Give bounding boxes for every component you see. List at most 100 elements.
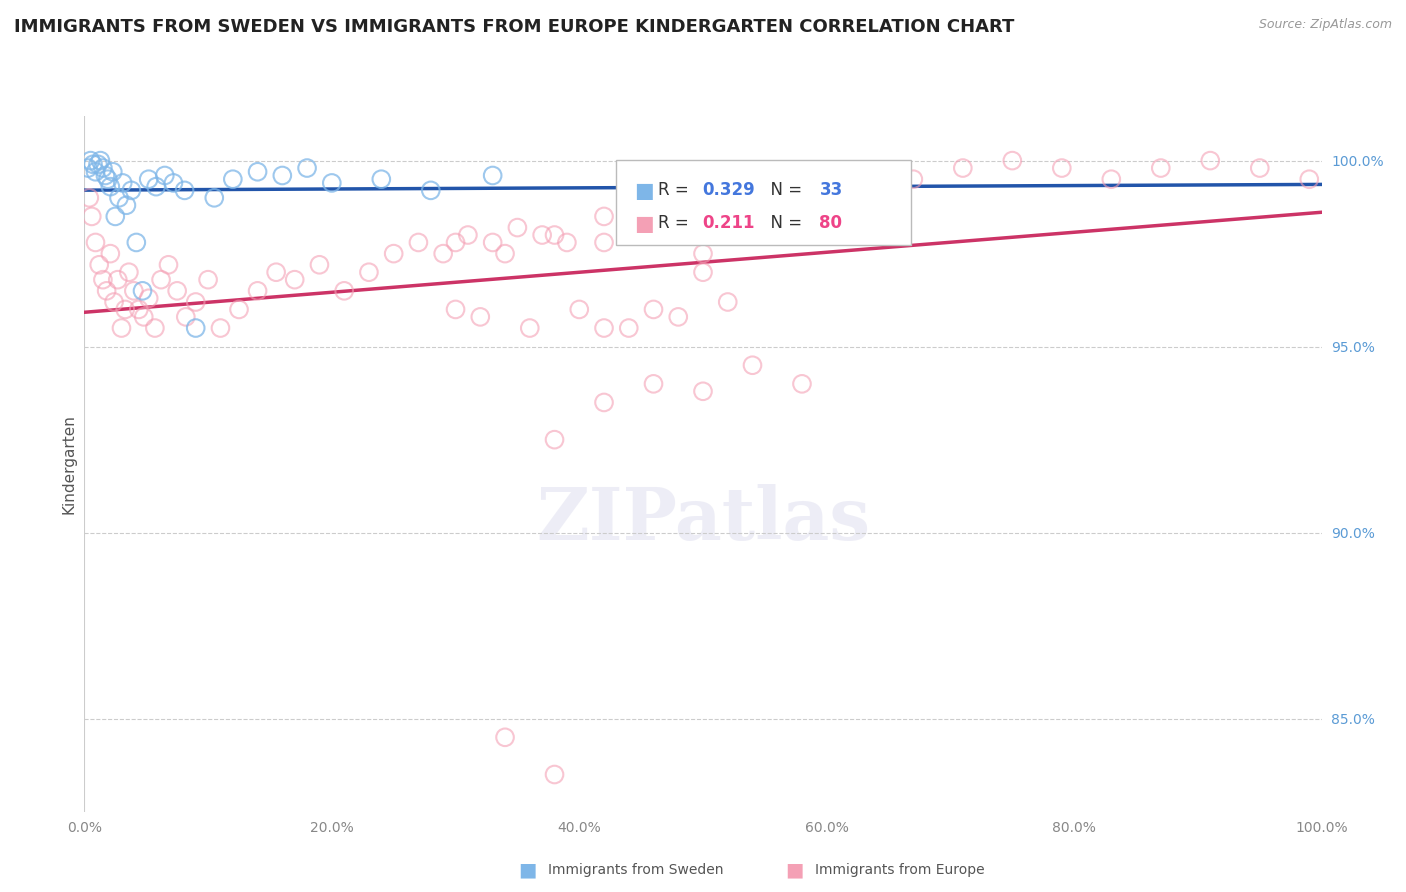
Point [264,265,287,279]
Point [741,358,763,372]
Point [432,246,454,260]
Text: Immigrants from Sweden: Immigrants from Sweden [548,863,724,877]
Point [228,302,250,317]
Point [952,161,974,175]
Point [419,183,441,197]
Point [643,376,665,391]
Point [333,284,356,298]
Point [1199,153,1222,168]
Point [132,310,155,324]
Point [246,284,269,298]
Point [1001,153,1024,168]
Point [444,235,467,250]
Point [481,169,503,183]
Y-axis label: Kindergarten: Kindergarten [60,414,76,514]
Point [111,176,134,190]
Point [79,191,101,205]
Point [110,321,132,335]
Point [97,172,120,186]
Text: ZIPatlas: ZIPatlas [536,484,870,555]
Text: 80: 80 [820,214,842,232]
Text: R =: R = [658,181,693,199]
Point [162,176,184,190]
Point [357,265,380,279]
Text: IMMIGRANTS FROM SWEDEN VS IMMIGRANTS FROM EUROPE KINDERGARTEN CORRELATION CHART: IMMIGRANTS FROM SWEDEN VS IMMIGRANTS FRO… [14,18,1015,36]
Point [104,210,127,224]
Point [494,731,516,745]
Point [295,161,318,175]
Point [114,302,136,317]
Point [94,169,117,183]
Point [531,227,554,242]
Point [115,198,138,212]
Text: ■: ■ [634,181,654,201]
Point [157,258,180,272]
Point [103,295,125,310]
Point [593,395,616,409]
Point [408,235,430,250]
Point [84,165,107,179]
Point [903,172,925,186]
Point [692,384,714,399]
Point [370,172,392,186]
Point [666,310,689,324]
Point [543,433,565,447]
Point [150,273,173,287]
Point [101,165,124,179]
Point [118,265,141,279]
Point [120,183,142,197]
Point [506,220,529,235]
Point [222,172,245,186]
Point [741,191,763,205]
Point [1099,172,1122,186]
Point [643,302,665,317]
Point [815,179,838,194]
Point [543,767,565,781]
Point [77,161,100,175]
Point [1249,161,1271,175]
Point [1298,172,1320,186]
Text: ■: ■ [634,214,654,234]
Point [96,284,118,298]
Point [173,183,195,197]
Point [568,302,591,317]
Point [643,220,665,235]
Point [457,227,479,242]
Point [82,157,104,171]
Point [692,265,714,279]
Point [444,302,467,317]
Point [321,176,343,190]
Point [174,310,197,324]
Point [593,210,616,224]
Text: N =: N = [761,214,807,232]
Point [107,273,129,287]
Point [202,191,225,205]
Point [519,321,541,335]
Point [98,179,121,194]
Point [184,295,207,310]
Point [308,258,330,272]
Text: 0.211: 0.211 [703,214,755,232]
Point [197,273,219,287]
Text: 33: 33 [820,181,842,199]
Point [704,183,727,197]
Point [543,227,565,242]
Point [692,246,714,260]
Text: R =: R = [658,214,693,232]
Point [630,198,652,212]
Point [246,165,269,179]
Point [779,172,801,186]
Point [138,291,160,305]
Point [80,210,103,224]
Point [91,161,114,175]
Point [128,302,150,317]
Point [717,295,740,310]
Point [145,179,167,194]
Point [122,284,145,298]
Point [271,169,294,183]
Text: Source: ZipAtlas.com: Source: ZipAtlas.com [1258,18,1392,31]
Text: ■: ■ [517,860,537,880]
Point [1150,161,1173,175]
Point [593,235,616,250]
Text: Immigrants from Europe: Immigrants from Europe [815,863,986,877]
